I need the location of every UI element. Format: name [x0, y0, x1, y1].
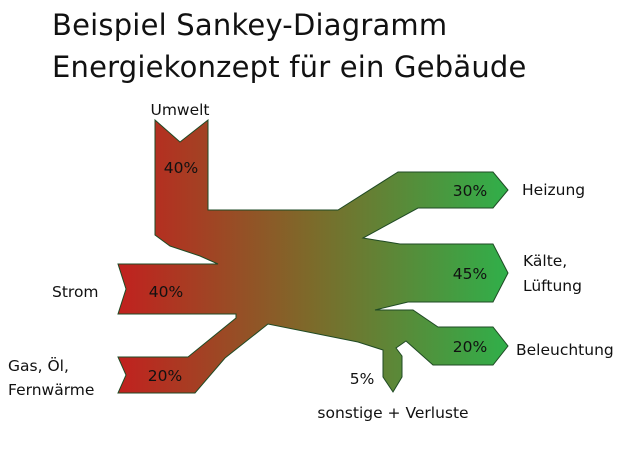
input-label-umwelt: Umwelt — [150, 101, 209, 119]
output-percent-kaelte: 45% — [453, 265, 487, 283]
input-percent-strom: 40% — [149, 283, 183, 301]
output-label-heizung: Heizung — [522, 181, 585, 199]
input-percent-gas: 20% — [148, 367, 182, 385]
output-label-kaelte-line-1: Kälte, — [523, 252, 567, 270]
output-label-beleuchtung: Beleuchtung — [516, 341, 614, 359]
title-line-1: Beispiel Sankey-Diagramm — [52, 8, 448, 42]
input-label-strom: Strom — [52, 283, 99, 301]
output-label-sonstige: sonstige + Verluste — [317, 404, 468, 422]
input-percent-umwelt: 40% — [164, 159, 198, 177]
sankey-flow-shape — [117, 118, 509, 394]
output-percent-beleuchtung: 20% — [453, 338, 487, 356]
output-percent-heizung: 30% — [453, 182, 487, 200]
output-percent-sonstige: 5% — [350, 370, 375, 388]
title-line-2: Energiekonzept für ein Gebäude — [52, 50, 527, 84]
input-label-gas-line-1: Gas, Öl, — [8, 356, 69, 375]
output-label-kaelte-line-2: Lüftung — [523, 277, 582, 295]
input-label-gas-line-2: Fernwärme — [8, 381, 94, 399]
diagram-title: Beispiel Sankey-Diagramm Energiekonzept … — [52, 4, 527, 88]
